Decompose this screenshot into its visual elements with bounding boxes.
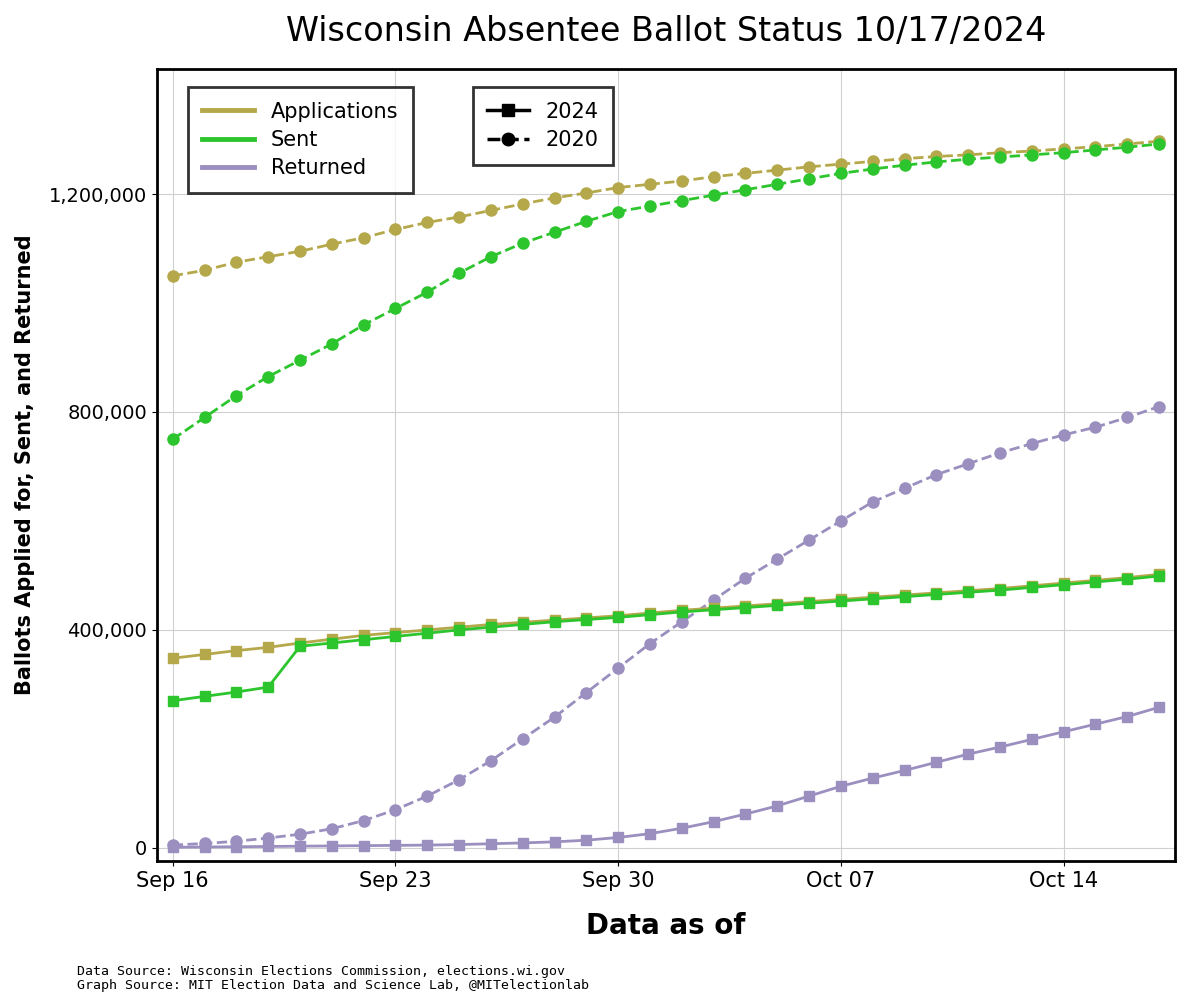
X-axis label: Data as of: Data as of: [587, 912, 746, 940]
Title: Wisconsin Absentee Ballot Status 10/17/2024: Wisconsin Absentee Ballot Status 10/17/2…: [286, 15, 1046, 48]
Legend: 2024, 2020: 2024, 2020: [472, 87, 613, 165]
Text: Graph Source: MIT Election Data and Science Lab, @MITelectionlab: Graph Source: MIT Election Data and Scie…: [77, 979, 589, 992]
Text: Data Source: Wisconsin Elections Commission, elections.wi.gov: Data Source: Wisconsin Elections Commiss…: [77, 965, 565, 978]
Y-axis label: Ballots Applied for, Sent, and Returned: Ballots Applied for, Sent, and Returned: [15, 235, 35, 695]
